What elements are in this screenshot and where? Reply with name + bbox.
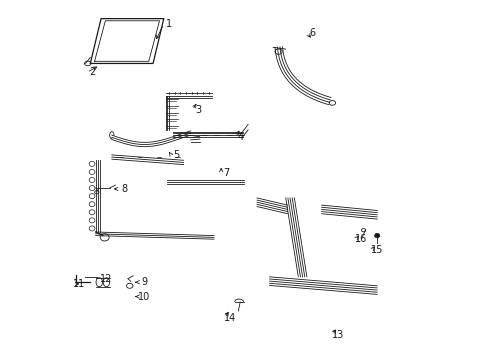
Text: 8: 8	[121, 184, 127, 194]
Text: 1: 1	[166, 19, 172, 29]
Text: 7: 7	[223, 168, 229, 178]
Text: 12: 12	[100, 274, 112, 284]
Text: 2: 2	[89, 67, 95, 77]
Text: 15: 15	[370, 245, 383, 255]
Text: 9: 9	[141, 277, 147, 287]
Text: 4: 4	[237, 132, 244, 142]
Text: 3: 3	[194, 105, 201, 115]
Text: 14: 14	[224, 313, 236, 323]
Text: 11: 11	[73, 279, 85, 289]
Text: 13: 13	[331, 330, 343, 340]
Text: 5: 5	[173, 150, 179, 160]
Text: 10: 10	[138, 292, 150, 302]
Ellipse shape	[374, 233, 379, 238]
Text: 16: 16	[354, 234, 366, 244]
Text: 6: 6	[309, 28, 315, 38]
